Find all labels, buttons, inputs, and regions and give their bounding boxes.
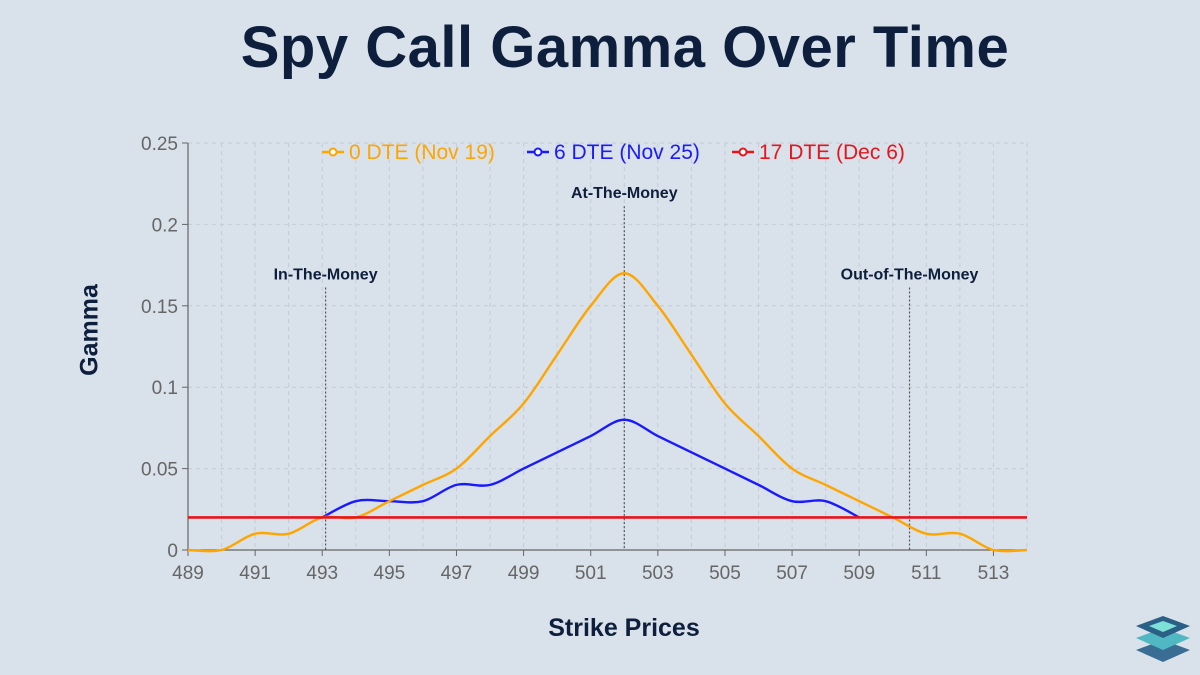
legend-item: 0 DTE (Nov 19) xyxy=(322,141,495,164)
x-tick-label: 507 xyxy=(776,563,808,584)
legend-item: 6 DTE (Nov 25) xyxy=(527,141,700,164)
x-tick-label: 493 xyxy=(306,563,338,584)
x-axis-label: Strike Prices xyxy=(548,614,700,642)
x-tick-label: 499 xyxy=(508,563,540,584)
y-tick-label: 0 xyxy=(167,541,178,562)
series-line-6-dte-nov-25 xyxy=(321,418,860,519)
legend-swatch-marker xyxy=(738,147,748,157)
x-tick-label: 511 xyxy=(911,563,941,584)
y-tick-label: 0.05 xyxy=(141,460,178,481)
annotation-label: At-The-Money xyxy=(571,185,678,202)
y-tick-label: 0.25 xyxy=(141,134,178,155)
y-tick-label: 0.1 xyxy=(152,378,178,399)
x-tick-label: 503 xyxy=(642,563,674,584)
x-tick-label: 495 xyxy=(374,563,406,584)
annotation-label: In-The-Money xyxy=(274,267,378,284)
x-tick-label: 491 xyxy=(239,563,271,584)
x-tick-label: 489 xyxy=(172,563,204,584)
legend-label: 17 DTE (Dec 6) xyxy=(759,141,905,164)
y-tick-label: 0.2 xyxy=(152,215,178,236)
x-tick-label: 513 xyxy=(978,563,1010,584)
x-tick-label: 497 xyxy=(441,563,473,584)
legend-item: 17 DTE (Dec 6) xyxy=(732,141,905,164)
series-line-0-dte-nov-19 xyxy=(187,272,1028,553)
x-tick-label: 509 xyxy=(843,563,875,584)
legend-label: 0 DTE (Nov 19) xyxy=(349,141,495,164)
chart-title: Spy Call Gamma Over Time xyxy=(240,15,1010,80)
legend-label: 6 DTE (Nov 25) xyxy=(554,141,700,164)
x-tick-label: 505 xyxy=(709,563,741,584)
x-tick-label: 501 xyxy=(575,563,607,584)
logo-layers-icon xyxy=(1136,616,1190,662)
legend-swatch-marker xyxy=(328,147,338,157)
y-tick-label: 0.15 xyxy=(141,297,178,318)
legend-swatch-marker xyxy=(533,147,543,157)
annotation-label: Out-of-The-Money xyxy=(841,267,979,284)
